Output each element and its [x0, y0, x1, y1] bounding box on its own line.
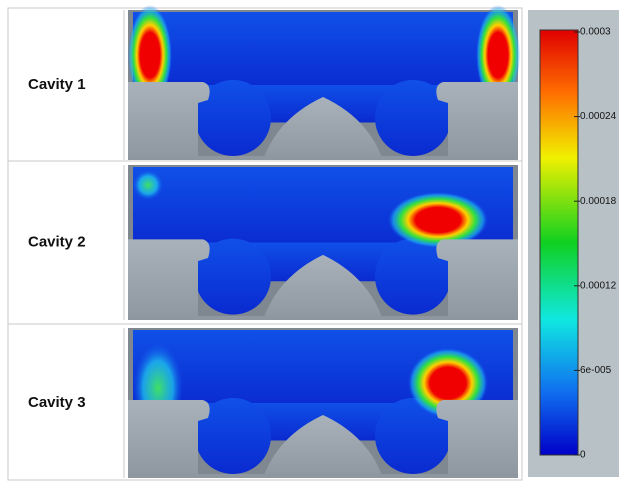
colorbar — [540, 30, 578, 455]
figure: Cavity 1 Cavity 2 Cavity 3 0.0003 0.00024 0.0… — [0, 0, 619, 487]
wall-bottom — [128, 156, 518, 160]
contour-plot — [128, 165, 518, 320]
hot-spot — [133, 170, 163, 200]
row-label: Cavity 3 — [28, 394, 86, 411]
wall-left — [128, 239, 210, 320]
colorbar-tick-label: 0.00024 — [580, 111, 617, 122]
colorbar-tick-label: 0.0003 — [580, 27, 611, 38]
colorbar-tick-label: 0 — [580, 450, 586, 461]
wall-left — [128, 82, 210, 160]
row-label: Cavity 1 — [28, 76, 86, 93]
wall-left — [128, 400, 210, 478]
fluid-top — [133, 12, 513, 90]
colorbar-tick-label: 6e-005 — [580, 365, 612, 376]
wall-bottom — [128, 474, 518, 478]
contour-plot — [128, 5, 520, 160]
colorbar-tick-label: 0.00012 — [580, 280, 617, 291]
colorbar-tick-label: 0.00018 — [580, 196, 617, 207]
page: Cavity 1 Cavity 2 Cavity 3 0.0003 0.00024 0.0… — [0, 0, 619, 487]
wall-right — [436, 239, 518, 320]
wall-right — [436, 82, 518, 160]
wall-bottom — [128, 316, 518, 320]
wall-right — [436, 400, 518, 478]
contour-plot — [128, 328, 518, 478]
row-label: Cavity 2 — [28, 233, 86, 250]
